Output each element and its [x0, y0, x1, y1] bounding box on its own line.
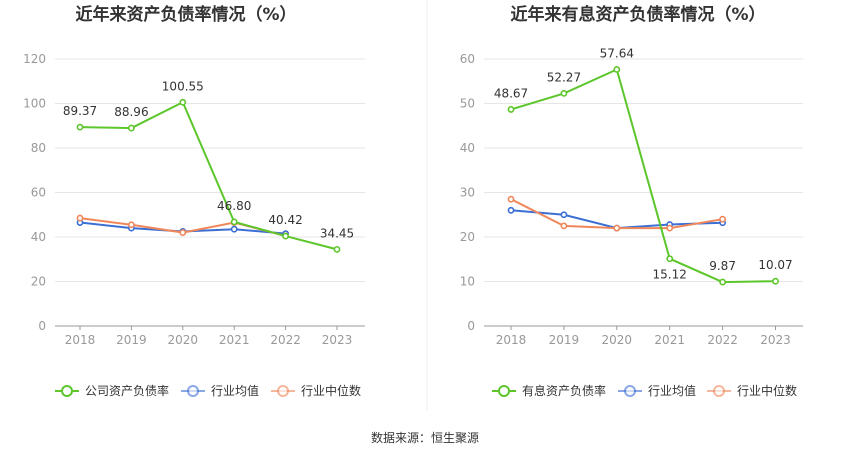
legend-label: 有息资产负债率: [522, 383, 606, 398]
legend-item-2: 行业均值: [181, 383, 259, 398]
x-tick-label: 2022: [270, 333, 301, 347]
legend-marker: [277, 385, 289, 397]
data-point: [76, 123, 84, 131]
y-tick-label: 0: [467, 319, 475, 333]
data-point: [179, 229, 187, 236]
series-line-1: [79, 100, 338, 251]
data-point: [719, 278, 726, 286]
data-point: [76, 214, 84, 222]
y-tick-label: 40: [460, 141, 475, 155]
y-tick-label: 80: [31, 141, 46, 155]
y-tick-label: 0: [38, 319, 46, 333]
data-point: [127, 124, 135, 132]
data-label: 89.37: [63, 104, 97, 118]
data-point: [719, 215, 726, 223]
legend-item-1: 公司资产负债率: [55, 383, 169, 398]
data-label: 88.96: [114, 105, 148, 119]
x-tick-label: 2023: [760, 333, 791, 347]
chart-panel-2: 近年来有息资产负债率情况（%） 0 10 20 30 40 50 60 2018 2019 2020…: [460, 4, 803, 398]
y-tick-label: 120: [23, 52, 46, 66]
data-point: [282, 232, 289, 240]
series-line-1: [510, 68, 776, 284]
data-label: 46.80: [217, 199, 251, 213]
y-tick-label: 20: [31, 275, 46, 289]
data-point: [333, 245, 341, 253]
data-point: [772, 277, 779, 285]
data-point: [507, 106, 515, 113]
data-point: [666, 224, 674, 232]
y-tick-label: 10: [460, 275, 475, 289]
x-tick-label: 2019: [116, 333, 147, 347]
legend-label: 行业均值: [648, 383, 696, 398]
legend-item-1: 有息资产负债率: [492, 383, 606, 398]
legend-marker: [713, 385, 725, 397]
data-point: [507, 195, 515, 203]
data-point: [230, 225, 238, 233]
x-tick-label: 2022: [707, 333, 738, 347]
y-tick-label: 40: [31, 230, 46, 244]
y-tick-label: 60: [460, 52, 475, 66]
x-tick-label: 2021: [219, 333, 250, 347]
x-tick-label: 2020: [602, 333, 633, 347]
data-source-note: 数据来源：恒生聚源: [370, 431, 479, 445]
legend-label: 行业均值: [211, 383, 259, 398]
legend-label: 行业中位数: [737, 383, 797, 398]
chart-panel-1: 近年来资产负债率情况（%） 0 20 40 60 80 100 120 2018 2019 2020…: [23, 4, 365, 398]
x-tick-label: 2023: [322, 333, 353, 347]
legend-item-3: 行业中位数: [707, 383, 797, 398]
legend-label: 公司资产负债率: [85, 383, 169, 398]
legend-item-3: 行业中位数: [271, 383, 361, 398]
data-label: 34.45: [320, 226, 354, 240]
x-tick-label: 2019: [549, 333, 580, 347]
y-tick-label: 60: [31, 186, 46, 200]
data-point: [560, 89, 568, 97]
y-tick-label: 100: [23, 97, 46, 111]
y-tick-label: 50: [460, 97, 475, 111]
data-point: [179, 98, 187, 106]
data-label: 10.07: [758, 258, 792, 272]
data-point: [127, 221, 135, 229]
data-label: 100.55: [162, 79, 204, 93]
data-label: 15.12: [653, 268, 687, 282]
data-point: [666, 255, 674, 263]
legend-marker: [624, 385, 636, 397]
data-label: 9.87: [709, 259, 736, 273]
x-tick-label: 2020: [168, 333, 199, 347]
data-label: 48.67: [494, 86, 528, 100]
y-tick-label: 30: [460, 186, 475, 200]
legend-label: 行业中位数: [301, 383, 361, 398]
data-point: [613, 66, 621, 73]
legend-marker: [498, 385, 510, 397]
data-point: [230, 218, 238, 226]
data-label: 57.64: [600, 47, 634, 61]
x-tick-label: 2018: [65, 333, 96, 347]
chart-title: 近年来有息资产负债率情况（%）: [510, 4, 765, 25]
data-point: [507, 206, 515, 214]
chart-title: 近年来资产负债率情况（%）: [75, 4, 296, 25]
data-label: 40.42: [268, 213, 302, 227]
y-tick-label: 20: [460, 230, 475, 244]
data-point: [560, 222, 568, 230]
legend-marker: [187, 385, 199, 397]
data-label: 52.27: [547, 70, 581, 84]
x-tick-label: 2018: [496, 333, 527, 347]
x-tick-label: 2021: [654, 333, 685, 347]
legend-item-2: 行业均值: [618, 383, 696, 398]
legend-marker: [61, 385, 73, 397]
data-point: [613, 224, 621, 232]
data-point: [560, 211, 568, 219]
